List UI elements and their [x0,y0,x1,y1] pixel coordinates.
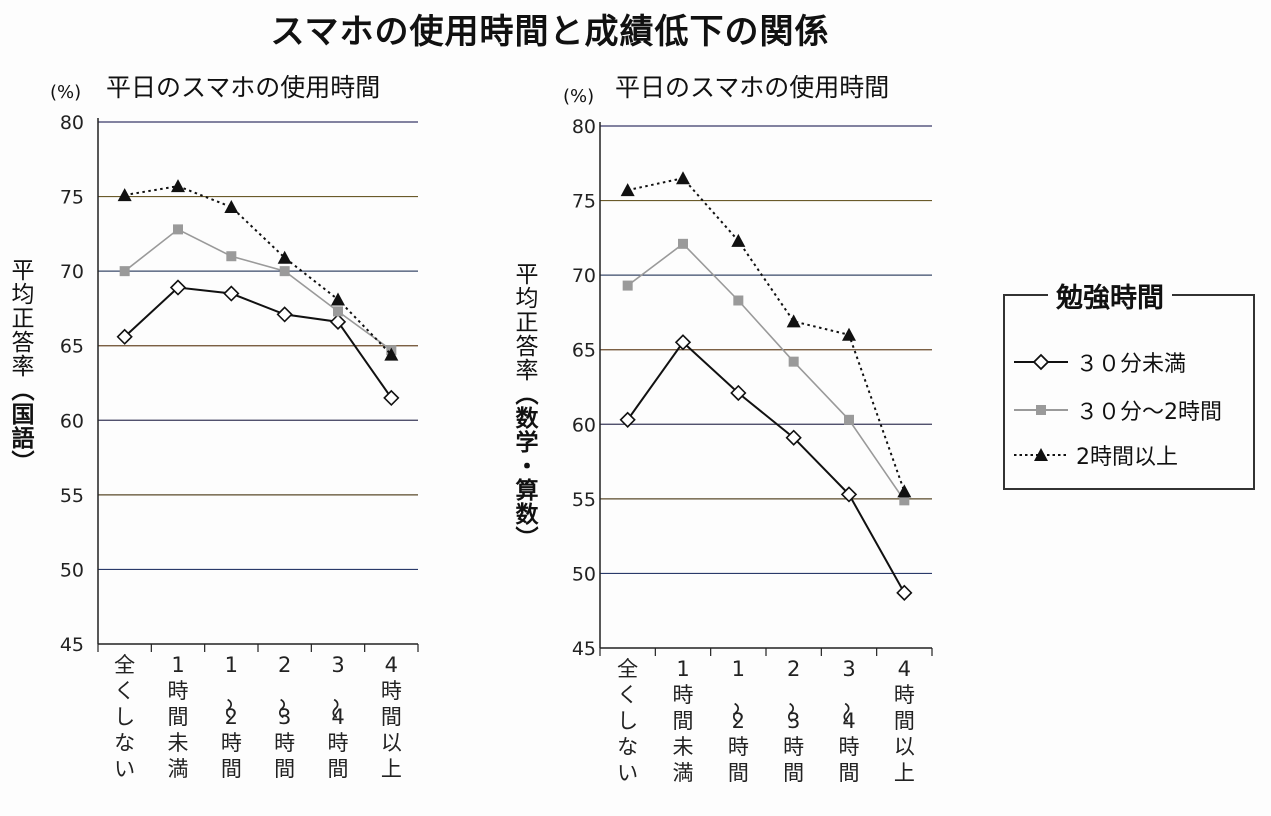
y-tick-label: 55 [60,485,84,507]
y-tick-label: 65 [572,340,596,362]
data-point-diamond [674,334,692,351]
x-category-label: 1 時間未満 [168,653,189,781]
data-point-square [899,495,910,506]
y-tick-label: 75 [572,191,596,213]
data-point-diamond [730,384,747,402]
legend-marker-diamond-icon [1014,353,1068,371]
x-category-label: 全くしない [617,657,638,785]
x-category-label: 1 時間未満 [673,657,694,785]
data-point-triangle [842,327,856,341]
y-tick-label: 60 [572,414,596,436]
data-point-triangle [331,292,345,306]
data-point-diamond [896,584,913,601]
legend-label: ３０分未満 [1076,352,1187,377]
legend-label: 2時間以上 [1076,445,1178,470]
chart-1-ylabel-subject: （国語） [7,378,33,474]
x-category-label: 3 ～4 時間 [323,653,349,781]
data-point-triangle [117,188,132,202]
data-point-square [119,266,130,277]
chart-2-math: 80 75 70 65 60 55 50 45 全くしない 1 時間未満 1 ～2 時間 2 ～3 時間 3 ～4 時… [572,116,933,785]
data-point-diamond [619,411,636,428]
data-point-diamond [785,429,802,446]
data-point-square [226,251,237,262]
y-tick-label: 70 [572,265,596,287]
chart-1-ylabel-main: 平均正答率 [7,258,33,378]
chart-1-title: 平日のスマホの使用時間 [106,73,381,102]
legend-marker-triangle-icon [1014,448,1068,461]
x-category-label: 4 時間以上 [894,657,915,785]
legend-label: ３０分～2時間 [1076,400,1222,425]
chart-1-japanese: 80 75 70 65 60 55 50 45 全くしない 1 時間未満 1 ～2 時間 2 ～3 時間 3 ～4 時… [60,112,419,781]
data-point-triangle [277,250,292,264]
y-tick-label: 45 [60,634,84,656]
data-point-square [279,266,290,277]
y-tick-label: 70 [60,261,84,283]
chart-2-ylabel: 平均正答率（数学・算数） [510,262,537,550]
data-point-diamond [329,313,347,330]
data-point-triangle [731,233,746,247]
y-tick-label: 50 [572,563,596,585]
y-tick-label: 80 [572,116,596,138]
y-tick-label: 80 [60,112,84,134]
y-tick-label: 45 [572,638,596,660]
chart-2-ylabel-main: 平均正答率 [511,262,537,382]
series-line-3 [124,185,393,356]
data-point-diamond [383,389,400,407]
data-point-square [622,280,633,291]
x-category-label: 3 ～4 時間 [834,657,860,785]
data-point-square [333,306,343,317]
series-line-2 [124,228,392,351]
series-line-3 [627,177,906,492]
x-category-label: 4 時間以上 [381,653,402,781]
data-point-triangle [786,314,801,328]
data-point-diamond [169,279,187,296]
y-tick-label: 65 [60,336,84,358]
x-category-label: 2 ～3 時間 [269,653,295,781]
data-point-triangle [384,347,399,361]
legend-item-under-30min: ３０分未満 [1012,347,1186,377]
data-point-triangle [620,183,635,197]
legend-item-over-2h: 2時間以上 [1012,440,1178,470]
data-point-triangle [224,200,239,214]
chart-1-ylabel: 平均正答率（国語） [6,258,33,474]
x-category-label: 全くしない [114,653,135,781]
y-tick-label: 50 [60,559,84,581]
data-point-square [173,224,183,235]
data-point-diamond [223,285,240,302]
chart-2-ylabel-subject: （数学・算数） [511,382,537,550]
y-tick-label: 60 [60,410,84,432]
data-point-square [844,414,854,425]
data-point-diamond [840,486,858,503]
page-title: スマホの使用時間と成績低下の関係 [270,12,830,52]
series-line-1 [626,340,906,594]
y-tick-label: 75 [60,187,84,209]
data-point-triangle [897,484,912,498]
series-line-2 [627,242,905,501]
x-category-label: 1 ～2 時間 [723,657,749,785]
data-point-triangle [171,179,185,193]
x-category-label: 2 ～3 時間 [778,657,804,785]
data-point-triangle [676,171,690,185]
chart-2-title: 平日のスマホの使用時間 [615,73,890,102]
data-point-square [733,295,744,306]
y-tick-label: 55 [572,489,596,511]
legend-title: 勉強時間 [1048,276,1172,315]
x-category-label: 1 ～2 時間 [216,653,242,781]
legend-item-30min-2h: ３０分～2時間 [1012,395,1222,425]
chart-2-unit: (%) [563,86,595,107]
data-point-diamond [116,328,133,345]
data-point-square [678,238,688,249]
chart-1-unit: (%) [50,82,82,103]
legend-marker-square-icon [1014,405,1068,415]
series-line-1 [123,286,393,399]
data-point-diamond [276,306,293,323]
data-point-square [788,356,799,367]
